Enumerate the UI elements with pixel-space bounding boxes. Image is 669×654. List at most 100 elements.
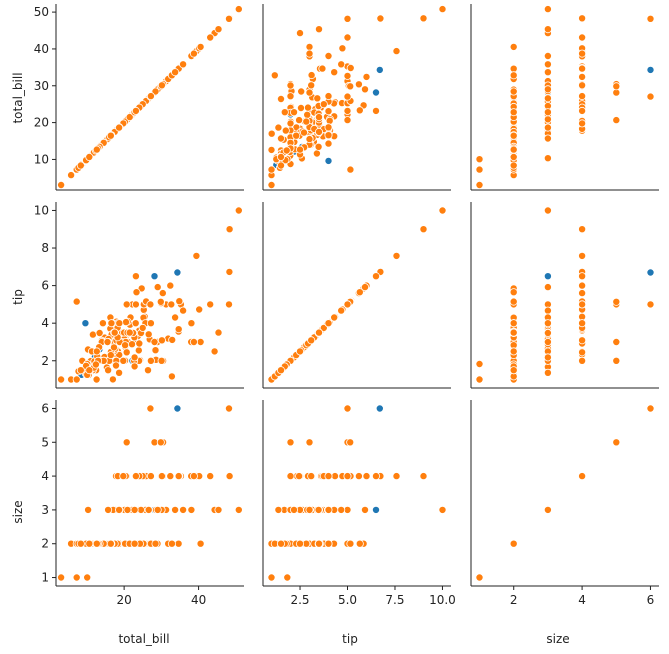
data-point	[371, 472, 380, 481]
data-point	[98, 319, 107, 328]
data-point	[305, 49, 314, 58]
data-point	[314, 505, 323, 514]
data-point	[157, 356, 166, 365]
data-point	[76, 539, 85, 548]
data-point	[509, 539, 518, 548]
data-point	[267, 180, 276, 189]
data-point	[324, 123, 333, 132]
data-point	[371, 88, 380, 97]
data-point	[612, 297, 621, 306]
x-tick-label: 4	[578, 593, 586, 607]
data-point	[110, 343, 119, 352]
data-point	[438, 206, 447, 215]
data-point	[392, 47, 401, 56]
data-point	[319, 100, 328, 109]
data-point	[305, 505, 314, 514]
data-point	[166, 281, 175, 290]
data-point	[296, 104, 305, 113]
data-point	[509, 108, 518, 117]
data-point	[119, 472, 128, 481]
data-point	[83, 573, 92, 582]
y-tick-label: 10	[34, 203, 49, 217]
data-point	[475, 155, 484, 164]
data-point	[196, 337, 205, 346]
data-point	[509, 297, 518, 306]
data-point	[646, 300, 655, 309]
data-point	[156, 438, 165, 447]
data-point	[543, 505, 552, 514]
data-point	[324, 156, 333, 165]
data-point	[543, 60, 552, 69]
data-point	[171, 313, 180, 322]
data-point	[282, 146, 291, 155]
data-point	[392, 472, 401, 481]
data-point	[438, 5, 447, 14]
data-point	[313, 94, 322, 103]
data-point	[346, 64, 355, 73]
data-point	[153, 283, 162, 292]
data-point	[475, 180, 484, 189]
data-point	[286, 438, 295, 447]
data-point	[392, 251, 401, 260]
data-point	[179, 306, 188, 315]
data-point	[578, 225, 587, 234]
data-point	[131, 472, 140, 481]
data-point	[295, 116, 304, 125]
x-tick-label: 10.0	[429, 593, 456, 607]
data-point	[307, 336, 316, 345]
data-point	[167, 300, 176, 309]
data-point	[343, 404, 352, 413]
data-point	[543, 272, 552, 281]
data-point	[189, 337, 198, 346]
data-point	[543, 108, 552, 117]
panel-size-vs-tip: 2.5 5.0 7.5 10.0	[262, 400, 456, 607]
data-point	[57, 573, 66, 582]
data-point	[72, 375, 81, 384]
data-point	[187, 319, 196, 328]
data-point	[57, 375, 66, 384]
data-point	[179, 505, 188, 514]
data-point	[578, 356, 587, 365]
data-point	[338, 44, 347, 53]
data-point	[543, 52, 552, 61]
data-point	[360, 283, 369, 292]
data-point	[475, 573, 484, 582]
data-point	[174, 325, 183, 334]
y-tick-label: 2	[41, 537, 49, 551]
data-point	[289, 108, 298, 117]
data-point	[283, 573, 292, 582]
data-point	[307, 81, 316, 90]
data-point	[578, 119, 587, 128]
data-point	[578, 289, 587, 298]
data-point	[543, 206, 552, 215]
x-tick-label: 7.5	[385, 593, 404, 607]
data-point	[119, 356, 128, 365]
data-point	[438, 505, 447, 514]
data-point	[578, 300, 587, 309]
data-point	[302, 117, 311, 126]
data-point	[276, 366, 285, 375]
data-point	[543, 353, 552, 362]
data-point	[167, 539, 176, 548]
data-point	[325, 116, 334, 125]
y-tick-label: 6	[41, 279, 49, 293]
x-tick-label: 40	[191, 593, 206, 607]
data-point	[168, 335, 177, 344]
data-point	[303, 110, 312, 119]
data-point	[166, 472, 175, 481]
y-tick-label: 1	[41, 571, 49, 585]
data-point	[578, 92, 587, 101]
data-point	[509, 42, 518, 51]
data-point	[92, 375, 101, 384]
y-tick-label: 4	[41, 316, 49, 330]
data-point	[171, 68, 180, 77]
data-point	[314, 142, 323, 151]
data-point	[267, 145, 276, 154]
data-point	[578, 33, 587, 42]
data-point	[131, 319, 140, 328]
data-point	[324, 319, 333, 328]
data-point	[543, 337, 552, 346]
data-point	[543, 25, 552, 34]
data-point	[295, 29, 304, 38]
data-point	[305, 42, 314, 51]
